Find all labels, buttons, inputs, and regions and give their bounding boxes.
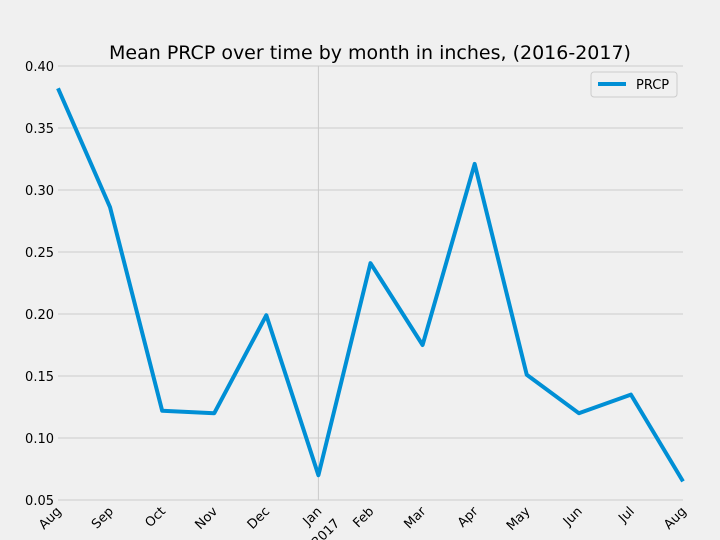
y-tick-label: 0.10 [25, 432, 54, 447]
y-tick-label: 0.40 [25, 60, 54, 75]
y-tick-label: 0.30 [25, 184, 54, 199]
legend-frame [590, 71, 678, 98]
legend-label-prcp: PRCP [636, 78, 669, 93]
chart-title: Mean PRCP over time by month in inches, … [109, 42, 631, 64]
y-tick-label: 0.25 [25, 246, 54, 261]
y-tick-label: 0.15 [25, 370, 54, 385]
y-tick-label: 0.20 [25, 308, 54, 323]
chart-legend: PRCP [590, 71, 678, 98]
y-axis-ticks: 0.05 0.10 0.15 0.20 0.25 0.30 0.35 0.40 [25, 60, 54, 509]
y-tick-label: 0.35 [25, 122, 54, 137]
grid-lines [58, 65, 683, 501]
series-layer [56, 87, 685, 483]
y-tick-label: 0.05 [25, 494, 54, 509]
series-line-prcp [56, 87, 685, 483]
